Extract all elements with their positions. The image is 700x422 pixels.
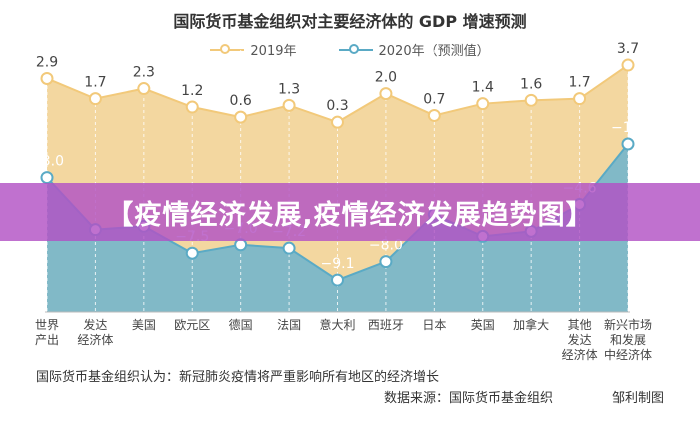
x-tick-label: 新兴市场 [604,317,652,332]
x-tick-label: 发达 [568,332,592,347]
point-2020 [621,137,635,151]
point-2020 [379,255,393,269]
value-label-2019: 2.0 [375,70,397,86]
chart-legend: 2019年 2020年（预测值） [0,40,700,59]
legend-item-2019: 2019年 [210,40,297,59]
chart-title: 国际货币基金组织对主要经济体的 GDP 增速预测 [173,12,527,31]
x-tick-label: 美国 [132,318,156,332]
value-label-2020: −1.0 [611,120,645,136]
x-tick-label: 世界 [35,318,59,332]
x-tick-label: 加拿大 [513,317,549,332]
x-tick-label: 产出 [35,333,59,347]
value-label-2019: 1.3 [278,81,300,97]
point-2020 [331,273,344,287]
point-2019 [573,92,587,106]
x-tick-label: 经济体 [562,347,598,362]
x-tick-label: 日本 [422,318,446,332]
value-label-2019: 2.3 [133,65,155,81]
point-2019 [379,87,393,101]
value-label-2019: 3.7 [617,41,639,57]
value-label-2019: 1.7 [568,75,590,91]
point-2019 [40,71,54,85]
point-2019 [282,98,296,112]
x-tick-label: 意大利 [319,317,355,332]
value-label-2019: 1.6 [520,76,542,92]
point-2019 [137,82,151,96]
value-label-2019: 0.3 [326,98,348,114]
x-tick-label: 和发展 [610,332,646,347]
point-2019 [234,110,248,124]
x-tick-label: 德国 [229,317,253,332]
x-tick-label: 经济体 [77,332,113,347]
value-label-2020: −8.0 [369,238,403,254]
value-label-2019: 0.7 [423,91,445,107]
credit-note: 邹利制图 [612,391,665,406]
value-label-2019: 0.6 [230,93,252,109]
value-label-2020: −9.1 [321,256,355,272]
x-tick-label: 欧元区 [174,318,210,332]
value-label-2019: 1.4 [472,80,494,96]
point-2019 [427,108,441,122]
legend-label-2019: 2019年 [250,44,297,59]
point-2019 [476,97,490,111]
point-2020 [185,246,199,260]
value-label-2019: 2.9 [36,54,58,70]
point-2019 [88,92,102,106]
point-2019 [621,58,635,72]
point-2019 [524,93,538,107]
x-tick-label: 法国 [277,318,301,332]
x-tick-label: 其他 [568,318,592,332]
point-2019 [331,115,344,129]
legend-swatch-2019 [210,43,245,56]
x-tick-label: 英国 [471,318,495,332]
x-tick-label: 发达 [83,317,107,332]
overlay-banner: 【疫情经济发展,疫情经济发展趋势图】 [0,183,700,241]
source-note: 数据来源：国际货币基金组织 [384,391,554,406]
area-2020 [47,144,628,312]
value-label-2019: 1.2 [181,83,203,99]
legend-swatch-2020 [338,43,373,56]
point-2019 [185,100,199,114]
x-tick-label: 西班牙 [368,318,404,332]
footnote: 国际货币基金组织认为：新冠肺炎疫情将严重影响所有地区的经济增长 [36,370,440,385]
x-tick-label: 中经济体 [604,347,652,362]
point-2020 [40,171,54,185]
point-2020 [282,241,296,255]
value-label-2020: −3.0 [30,154,64,170]
value-label-2019: 1.7 [84,75,106,91]
